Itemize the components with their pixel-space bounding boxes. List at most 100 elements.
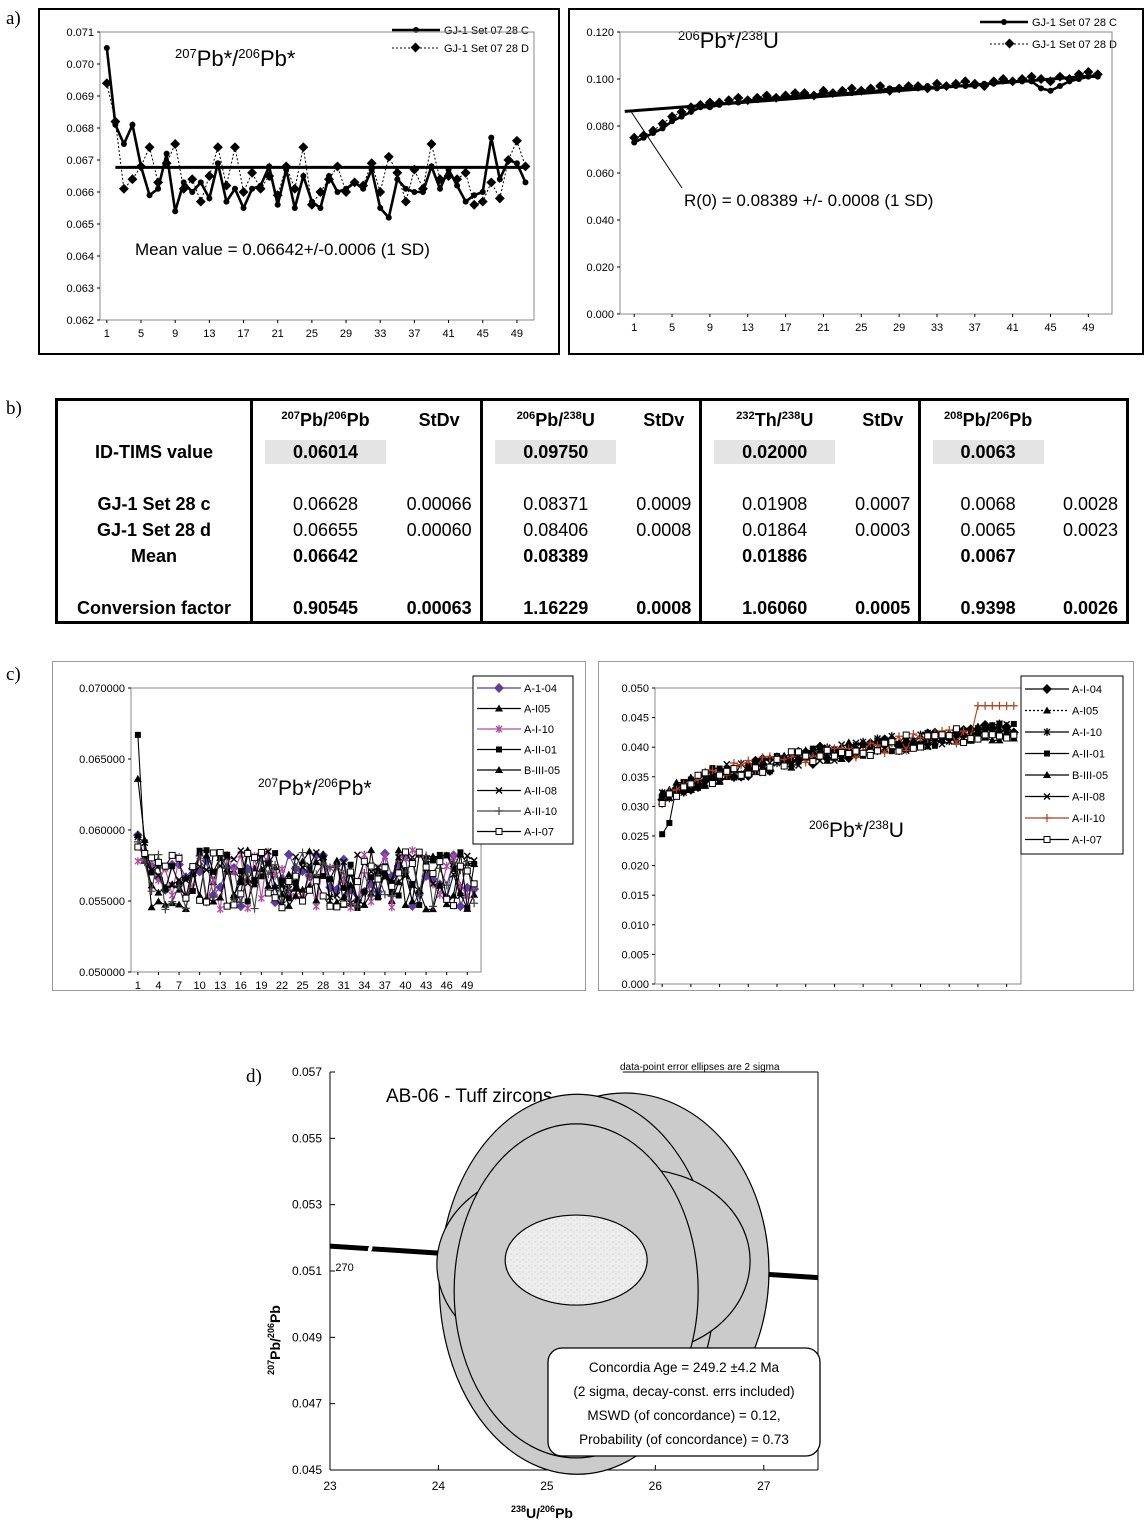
data-point-d	[264, 171, 275, 181]
legend: GJ-1 Set 07 28 C GJ-1 Set 07 28 D	[392, 25, 529, 55]
y-axis-label: 207Pb/206Pb	[266, 1305, 283, 1375]
data-point	[326, 893, 334, 901]
axes: 0.050000 0.055000 0.060000 0.065000 0.070000…	[79, 683, 482, 992]
x-tick-label: 45	[1044, 322, 1056, 334]
data-point	[1003, 720, 1011, 728]
y-tick-label: 0.055	[292, 1131, 322, 1145]
data-point	[996, 720, 1003, 727]
data-point	[340, 900, 348, 908]
data-point	[745, 762, 752, 769]
legend-label: A-I-10	[1072, 727, 1102, 739]
cell: 0.0065	[918, 517, 1055, 543]
x-tick-label: 13	[214, 980, 226, 990]
data-point	[780, 762, 788, 770]
table-row-idtims: ID-TIMS value 0.06014 0.09750 0.02000 0.…	[57, 439, 1128, 465]
data-point	[816, 743, 825, 751]
data-point	[917, 743, 925, 751]
data-point-d	[667, 111, 677, 122]
info-box-frame	[547, 1347, 821, 1457]
data-point	[216, 905, 224, 914]
data-point	[938, 731, 946, 739]
data-point-d	[170, 139, 181, 149]
data-point	[175, 854, 183, 862]
data-point	[910, 739, 917, 746]
data-point	[945, 732, 953, 740]
data-point-d	[238, 187, 249, 197]
fit-annotation: R(0) = 0.08389 +/- 0.0008 (1 SD)	[684, 191, 933, 210]
data-point-c	[214, 160, 221, 167]
data-point	[291, 891, 300, 899]
data-point	[960, 739, 968, 747]
data-point	[216, 893, 225, 901]
data-point	[450, 865, 457, 872]
data-point	[989, 722, 996, 729]
data-point	[230, 901, 238, 909]
cell: 0.0007	[855, 493, 911, 514]
data-point	[442, 900, 451, 908]
data-point	[470, 856, 478, 864]
data-point-d	[221, 180, 232, 191]
legend-label: A-II-01	[1072, 749, 1105, 761]
data-point	[339, 892, 348, 900]
data-point	[429, 857, 436, 864]
data-point	[988, 736, 997, 744]
data-point	[816, 752, 824, 760]
y-tick-label: 0.045	[292, 1463, 322, 1477]
legend-label: A-II-08	[1072, 792, 1105, 804]
data-point	[423, 860, 430, 867]
data-point	[312, 902, 320, 911]
data-point	[902, 746, 911, 755]
data-point-c	[496, 176, 503, 183]
data-point-d	[306, 199, 317, 210]
data-point	[284, 870, 293, 878]
data-point	[181, 904, 190, 913]
data-point	[470, 899, 479, 908]
x-tick-label: 31	[338, 980, 350, 990]
concordia-age-ellipse	[504, 1214, 648, 1306]
y-tick-label: 0.070	[66, 59, 94, 71]
x-tick-label: 4	[155, 980, 161, 990]
data-point	[133, 830, 142, 838]
data-point	[319, 892, 327, 900]
chart-c-right: 206Pb*/238U 0.000 0.005 0.010 0.015 0.020 0.0…	[621, 675, 1124, 1004]
data-point	[381, 874, 389, 882]
chart-a-right: 206Pb*/238U GJ-1 Set 07 28 C GJ-1 Set 07…	[586, 17, 1117, 334]
x-tick-label: 1	[104, 328, 110, 340]
data-point	[367, 862, 375, 870]
data-point	[938, 735, 947, 743]
data-point	[367, 846, 376, 854]
x-tick-label: 25	[855, 322, 867, 334]
legend-marker	[495, 807, 503, 815]
x-tick-label: 33	[931, 322, 943, 334]
legend-marker	[1043, 706, 1051, 714]
data-point	[808, 747, 817, 755]
data-point-d	[648, 125, 659, 136]
data-point	[809, 758, 817, 766]
data-point	[326, 875, 335, 883]
chart-a-left: 207Pb*/206Pb* GJ-1 Set 07 28 C GJ-1 Set …	[66, 25, 535, 340]
data-point-d	[676, 106, 687, 117]
data-point	[380, 890, 389, 899]
data-point	[299, 863, 307, 871]
data-point	[338, 854, 349, 865]
data-point	[766, 768, 773, 775]
data-point	[470, 890, 479, 898]
plot-frame	[619, 31, 1113, 315]
row-label: Mean	[130, 545, 177, 566]
data-point	[938, 740, 946, 748]
idtims-value: 0.0063	[932, 439, 1044, 464]
data-point	[395, 854, 403, 862]
data-point	[257, 894, 265, 903]
data-point	[873, 737, 881, 745]
cell: 0.01908	[699, 491, 848, 517]
data-point	[436, 882, 444, 890]
y-tick-label: 0.060	[586, 168, 614, 180]
legend-label: B-III-05	[1072, 770, 1108, 782]
header-stdv: StDv	[643, 409, 685, 430]
data-point	[209, 849, 217, 857]
y-tick-label: 0.000	[621, 979, 649, 990]
info-line: (2 sigma, decay-const. errs included)	[573, 1384, 794, 1399]
data-point	[285, 877, 293, 885]
cell: 0.01886	[699, 543, 848, 569]
legend-label: A-I05	[524, 704, 550, 716]
